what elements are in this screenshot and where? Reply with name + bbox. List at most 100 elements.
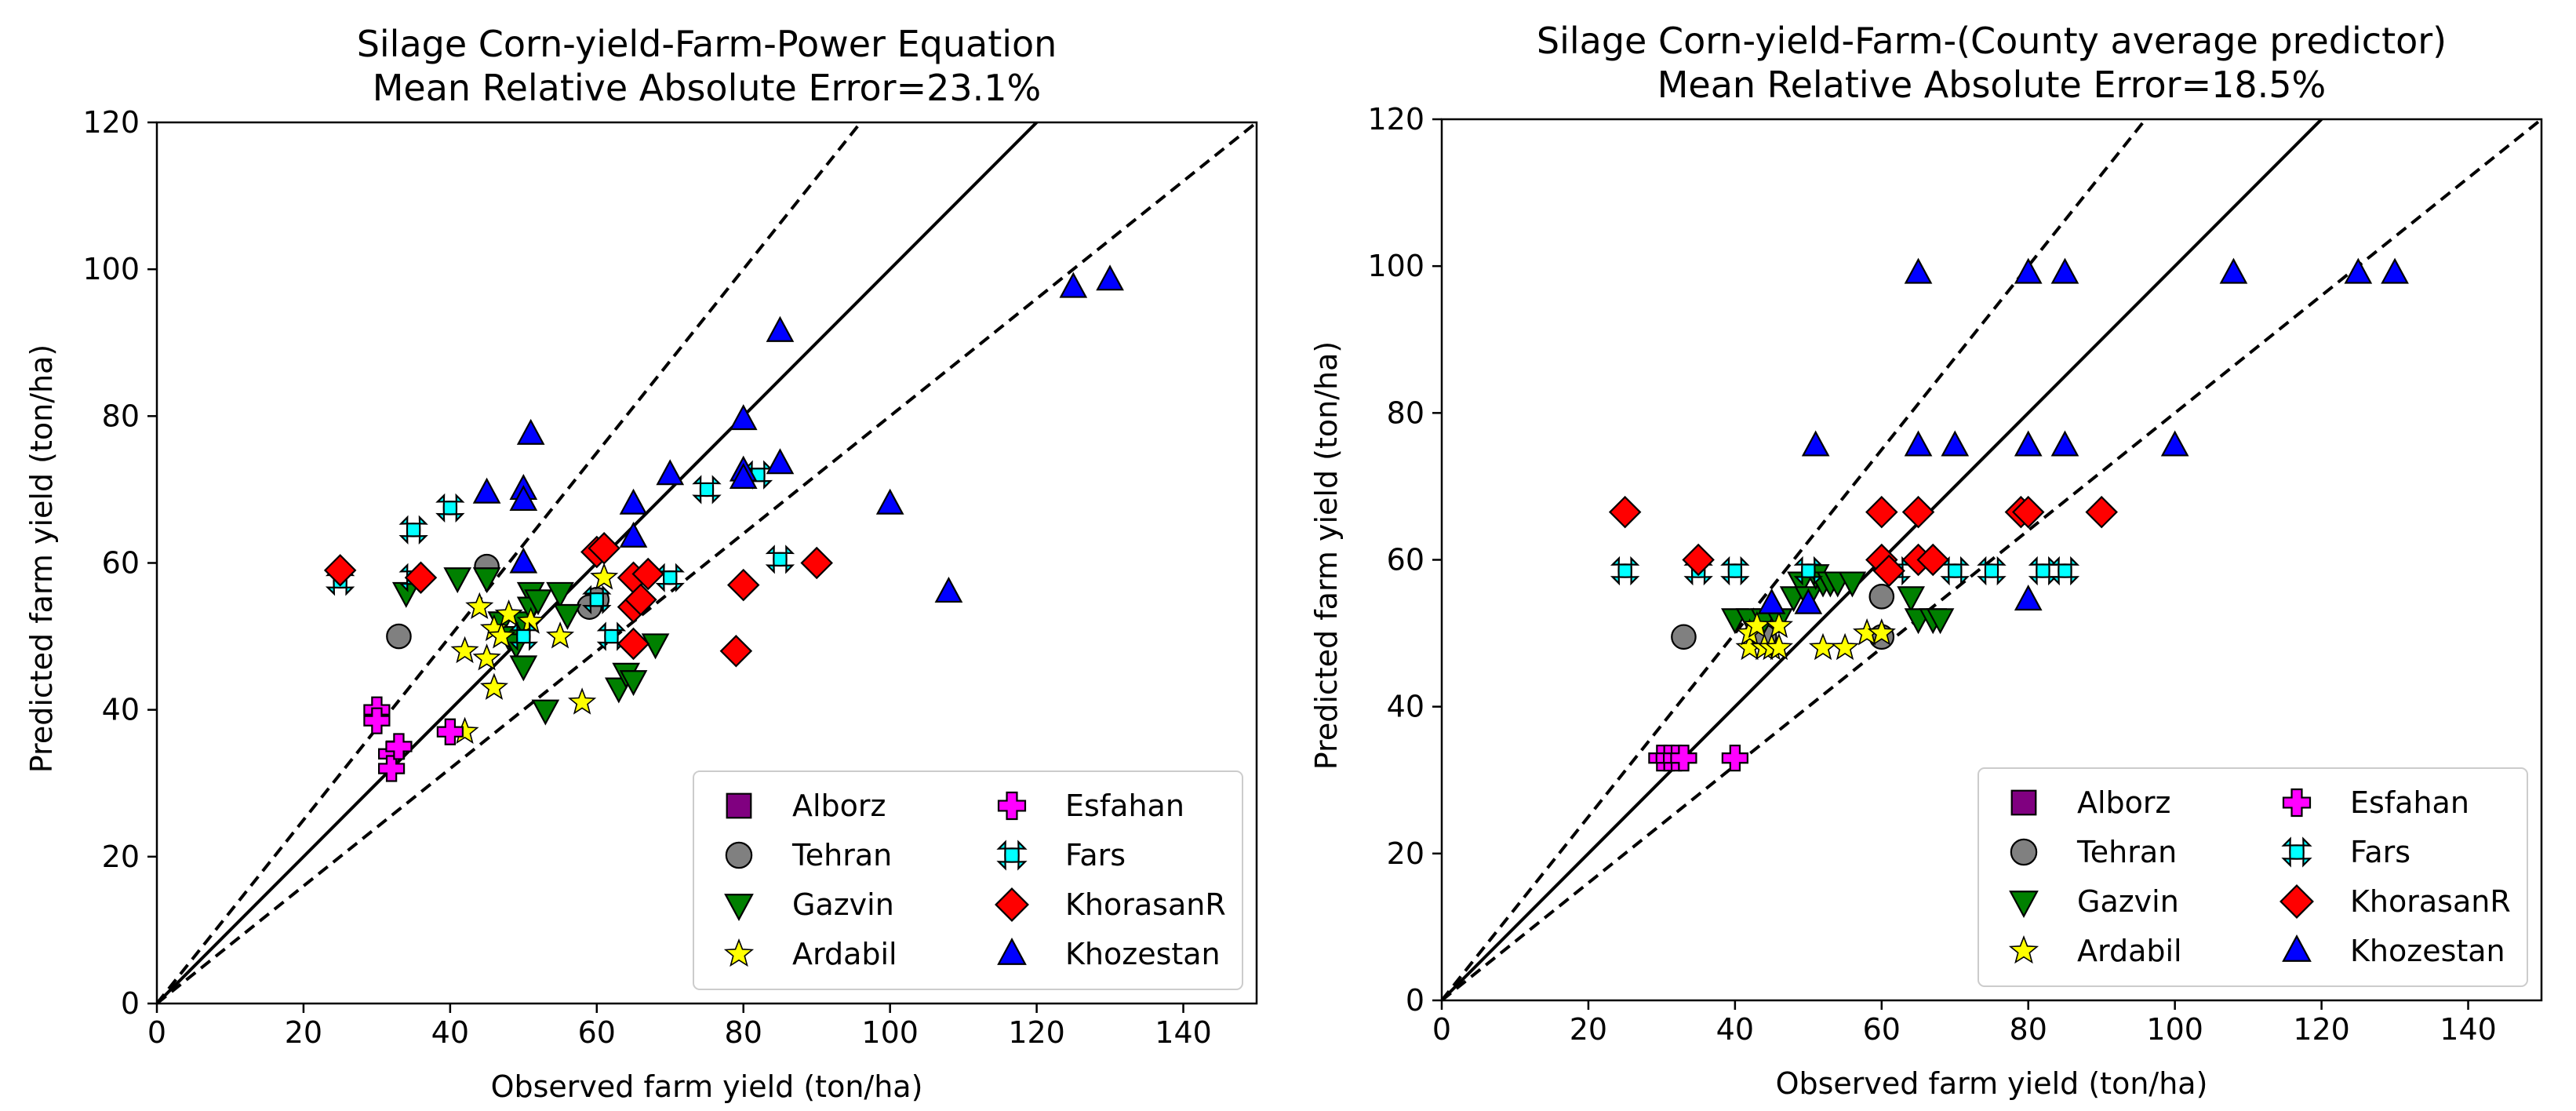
chart-right-points: [1608, 257, 2409, 772]
chart-right-point-ardabil: [1764, 632, 1794, 661]
chart-left-x-tick-label: 60: [578, 1015, 616, 1050]
chart-left-point-ardabil: [545, 621, 575, 649]
chart-left-point-khozestan: [619, 521, 648, 548]
chart-right-y-tick-label: 0: [1406, 983, 1424, 1018]
chart-right-point-khorasanr: [1916, 543, 1949, 577]
chart-right-point-gazvin: [1838, 571, 1867, 598]
chart-left-point-gazvin: [546, 581, 574, 608]
chart-right-point-fars: [2028, 556, 2058, 586]
chart-left-legend-box: [693, 770, 1243, 990]
chart-right-point-gazvin: [1897, 586, 1926, 613]
chart-right-reference-line-dashed-1: [1442, 119, 2148, 1000]
chart-right-x-tick-label: 140: [2440, 1012, 2497, 1047]
chart-left-point-esfahan: [385, 733, 413, 760]
chart-right-point-khozestan: [1757, 588, 1786, 614]
chart-right-legend-label-khorasanr: KhorasanR: [2350, 884, 2511, 919]
chart-right-y-tick-label: 20: [1387, 836, 1424, 871]
chart-left-y-tick-label: 40: [102, 693, 140, 727]
chart-right-point-ardabil: [1867, 618, 1896, 646]
chart-left-legend-marker-alborz: [726, 792, 752, 819]
chart-right-x-tick-label: 60: [1863, 1012, 1901, 1047]
chart-right-point-esfahan: [1670, 745, 1697, 772]
chart-left-point-khorasanr: [617, 627, 650, 661]
chart-right-legend-marker-alborz: [2010, 789, 2037, 816]
chart-left-legend-marker-khozestan: [997, 937, 1027, 965]
chart-right-point-khozestan: [2381, 257, 2409, 284]
chart-left-point-gazvin: [509, 655, 538, 682]
chart-right-legend-marker-khorasanr: [2279, 884, 2314, 919]
chart-right-y-tick-label: 80: [1387, 395, 1424, 430]
chart-right-point-khorasanr: [2085, 495, 2118, 529]
chart-left-point-esfahan: [363, 707, 391, 734]
chart-right-point-ardabil: [1808, 632, 1838, 661]
chart-right-x-axis-label: Observed farm yield (ton/ha): [1776, 1066, 2208, 1101]
chart-right-legend-label-gazvin: Gazvin: [2077, 884, 2179, 919]
chart-left-legend-label-khozestan: Khozestan: [1065, 937, 1221, 971]
chart-left-point-esfahan: [436, 718, 464, 745]
chart-right-point-khorasanr: [2011, 495, 2045, 529]
chart-left-legend-marker-ardabil: [723, 938, 755, 967]
chart-right-legend-marker-ardabil: [2008, 934, 2039, 964]
chart-left-point-ardabil: [465, 592, 494, 619]
chart-right-legend-box: [1977, 767, 2528, 987]
chart-right-point-khorasanr: [1608, 495, 1642, 529]
chart-left-y-tick-label: 20: [102, 840, 140, 874]
chart-left-points: [323, 264, 1124, 782]
chart-right-point-khozestan: [1801, 430, 1830, 457]
chart-right-point-ardabil: [1830, 632, 1860, 661]
chart-right-point-khozestan: [2160, 430, 2189, 457]
chart-left-point-fars: [692, 475, 722, 505]
chart-left-point-fars: [582, 585, 612, 614]
chart-right-point-fars: [1610, 556, 1640, 586]
chart-left-point-khozestan: [729, 462, 758, 489]
chart-right-point-khozestan: [2014, 257, 2043, 284]
chart-left-point-fars: [435, 493, 465, 523]
chart-right-x-tick-label: 120: [2293, 1012, 2350, 1047]
chart-left-point-khorasanr: [631, 557, 664, 591]
chart-left-point-ardabil: [494, 599, 523, 627]
chart-right-x-tick-label: 20: [1570, 1012, 1607, 1047]
chart-right-reference-line-solid-0: [1442, 119, 2324, 1000]
chart-right-legend-marker-gazvin: [2009, 891, 2039, 919]
chart-left-point-khorasanr: [726, 568, 760, 602]
chart-left-point-khorasanr: [624, 583, 657, 617]
chart-left-point-khozestan: [875, 488, 904, 515]
chart-left-title-line1: Silage Corn-yield-Farm-Power Equation: [357, 23, 1057, 65]
chart-left-y-tick-label: 0: [121, 986, 140, 1021]
chart-left-point-ardabil: [487, 621, 516, 649]
chart-left-legend-marker-tehran: [725, 841, 753, 869]
chart-left-point-khozestan: [766, 448, 795, 475]
chart-right-legend-label-khozestan: Khozestan: [2350, 934, 2505, 968]
chart-right-title-line1: Silage Corn-yield-Farm-(County average p…: [1537, 20, 2447, 62]
chart-left-point-ardabil: [479, 672, 509, 701]
chart-left-reference-line-solid-0: [157, 122, 1039, 1004]
chart-left-reference-lines: [157, 122, 1257, 1004]
chart-left-point-khozestan: [516, 418, 545, 445]
chart-right-legend-label-fars: Fars: [2350, 835, 2410, 869]
chart-left-legend-label-gazvin: Gazvin: [792, 887, 894, 922]
chart-right-point-khozestan: [2219, 257, 2248, 284]
chart-left-point-khozestan: [656, 459, 685, 486]
chart-left-point-gazvin: [391, 581, 420, 608]
chart-left-point-khozestan: [509, 485, 538, 512]
chart-left-point-fars: [765, 545, 795, 574]
chart-right-x-tick-label: 80: [2010, 1012, 2047, 1047]
chart-left-plot-area: 0 20 40 60 80 100 120 140 0 20 40 60 80 100 120 Alborz T…: [82, 105, 1258, 1050]
chart-right-point-tehran: [1868, 583, 1895, 610]
chart-left-title-line2: Mean Relative Absolute Error=23.1%: [373, 67, 1042, 109]
chart-right-point-khorasanr: [1682, 543, 1715, 577]
chart-right-point-fars: [1977, 556, 2007, 586]
chart-right-point-fars: [2050, 556, 2080, 586]
chart-left-point-fars: [596, 621, 627, 651]
chart-left-point-gazvin: [524, 589, 552, 616]
chart-right-plot-area: 0 20 40 60 80 100 120 140 0 20 40 60 80 100 120 Alborz T…: [1367, 102, 2543, 1047]
chart-left-legend-label-tehran: Tehran: [791, 838, 892, 872]
chart-left-legend-label-khorasanr: KhorasanR: [1065, 887, 1226, 922]
chart-right-y-tick-label: 60: [1387, 543, 1424, 577]
chart-right-point-khozestan: [2050, 257, 2079, 284]
chart-left-point-gazvin: [641, 633, 670, 660]
chart-left-point-khozestan: [1059, 271, 1088, 298]
chart-left-point-gazvin: [531, 699, 560, 726]
chart-left-point-khorasanr: [800, 546, 833, 580]
chart-left-reference-line-dashed-2: [157, 122, 1257, 1004]
